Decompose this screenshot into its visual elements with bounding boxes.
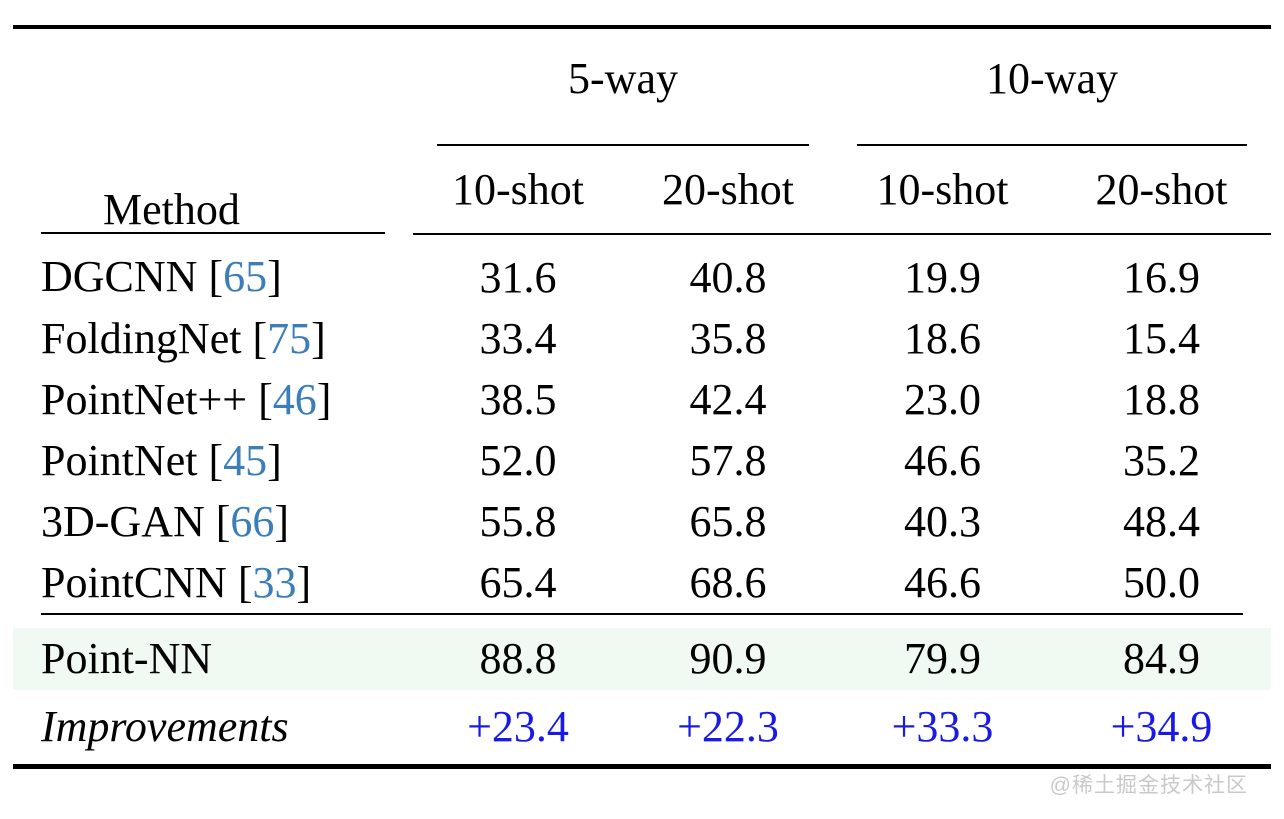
value-cell: 16.9 (1123, 252, 1200, 302)
group-label-5-way: 5-way (568, 54, 678, 103)
results-table: Method 5-way 10-way 10-shot 20-shot 10- (13, 25, 1271, 769)
citation-bracket: [ (258, 374, 273, 424)
midrule (41, 613, 1243, 615)
value-cell: 46.6 (904, 435, 981, 485)
citation-link[interactable]: 46 (272, 374, 317, 424)
value-cell: 23.0 (904, 374, 981, 424)
table-row: PointCNN [33] 65.4 68.6 46.6 50.0 (13, 552, 1271, 613)
citation-bracket: [ (208, 435, 224, 485)
group-label-10-way: 10-way (986, 54, 1118, 103)
method-cell: PointNet [45] (13, 430, 413, 491)
value-cell: 68.6 (689, 557, 767, 607)
citation-bracket: [ (208, 252, 224, 301)
value-cell: 18.8 (1123, 374, 1200, 424)
divider-row (13, 613, 1271, 628)
table-row: FoldingNet [75] 33.4 35.8 18.6 15.4 (13, 308, 1271, 369)
value-cell: 33.4 (479, 313, 557, 363)
group-header-10-way: 10-way (833, 27, 1271, 146)
group-header-row: Method 5-way 10-way (13, 27, 1271, 234)
citation-bracket: ] (311, 313, 326, 363)
value-cell: 88.8 (413, 628, 623, 690)
value-cell: 65.4 (479, 557, 557, 607)
value-cell: 48.4 (1123, 496, 1200, 546)
method-name: PointNet++ (41, 374, 248, 424)
value-cell: 38.5 (479, 374, 557, 424)
watermark: @稀土掘金技术社区 (1049, 774, 1248, 797)
value-cell: 31.6 (479, 252, 557, 302)
method-cell: DGCNN [65] (13, 234, 413, 308)
method-cell: Point-NN (13, 628, 413, 690)
value-cell: 50.0 (1123, 557, 1200, 607)
value-cell: 84.9 (1052, 628, 1271, 690)
method-header-label: Method (103, 185, 240, 234)
column-header-5way-20shot: 20-shot (623, 146, 833, 235)
improvement-value: +34.9 (1110, 701, 1213, 751)
column-header-5way-10shot: 10-shot (413, 146, 623, 235)
value-cell: 35.2 (1123, 435, 1200, 485)
method-cell: 3D-GAN [66] (13, 491, 413, 552)
citation-bracket: ] (296, 557, 312, 607)
citation-bracket: ] (267, 435, 282, 485)
value-cell: 46.6 (904, 557, 981, 607)
value-cell: 15.4 (1123, 313, 1200, 363)
improvement-value: +22.3 (677, 701, 779, 751)
value-cell: 55.8 (479, 496, 557, 546)
table-row: PointNet [45] 52.0 57.8 46.6 35.2 (13, 430, 1271, 491)
column-header-method: Method (13, 27, 413, 234)
value-cell: 40.8 (689, 252, 767, 302)
citation-link[interactable]: 65 (223, 252, 268, 301)
citation-link[interactable]: 75 (267, 313, 312, 363)
cmidrule-5-way (437, 144, 809, 146)
citation-bracket: [ (237, 557, 253, 607)
subheader-row: 10-shot 20-shot 10-shot 20-shot (13, 146, 1271, 235)
method-name: PointCNN (41, 557, 227, 607)
column-header-10way-10shot: 10-shot (833, 146, 1052, 235)
citation-bracket: ] (274, 496, 290, 546)
value-cell: 18.6 (904, 313, 981, 363)
value-cell: 42.4 (689, 374, 767, 424)
value-cell: 65.8 (689, 496, 767, 546)
table-row-point-nn: Point-NN 88.8 90.9 79.9 84.9 (13, 628, 1271, 690)
table-row-improvements: Improvements +23.4 +22.3 +33.3 +34.9 (13, 690, 1271, 766)
method-cell: FoldingNet [75] (13, 308, 413, 369)
value-cell: 79.9 (833, 628, 1052, 690)
method-name: FoldingNet (41, 313, 242, 363)
citation-bracket: ] (316, 374, 332, 424)
value-cell: 40.3 (904, 496, 981, 546)
citation-link[interactable]: 45 (223, 435, 268, 485)
method-name: 3D-GAN (41, 496, 205, 546)
improvements-label: Improvements (41, 701, 289, 751)
value-cell: 52.0 (479, 435, 557, 485)
citation-bracket: [ (215, 496, 231, 546)
value-cell: 19.9 (904, 252, 981, 302)
method-cell: PointNet++ [46] (13, 369, 413, 430)
citation-bracket: ] (267, 252, 282, 301)
method-name: PointNet (41, 435, 198, 485)
cmidrule-10-way (857, 144, 1247, 146)
value-cell: 35.8 (689, 313, 767, 363)
table-row: DGCNN [65] 31.6 40.8 19.9 16.9 (13, 234, 1271, 308)
table-row: PointNet++ [46] 38.5 42.4 23.0 18.8 (13, 369, 1271, 430)
citation-link[interactable]: 66 (230, 496, 275, 546)
table-row: 3D-GAN [66] 55.8 65.8 40.3 48.4 (13, 491, 1271, 552)
column-header-10way-20shot: 20-shot (1052, 146, 1271, 235)
method-header-rule (41, 232, 385, 234)
citation-link[interactable]: 33 (252, 557, 297, 607)
improvement-value: +33.3 (891, 701, 994, 751)
value-cell: 90.9 (623, 628, 833, 690)
citation-bracket: [ (252, 313, 268, 363)
value-cell: 57.8 (689, 435, 767, 485)
method-name: DGCNN (41, 252, 198, 301)
improvement-value: +23.4 (467, 701, 569, 751)
method-cell: PointCNN [33] (13, 552, 413, 613)
group-header-5-way: 5-way (413, 27, 833, 146)
